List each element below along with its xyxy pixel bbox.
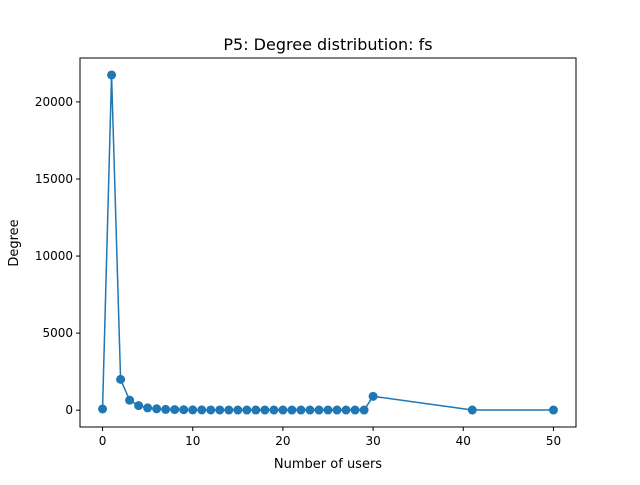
y-tick-label: 15000 — [35, 172, 73, 186]
data-point — [332, 405, 342, 415]
plot-area: 0 10 20 30 40 50 0 5000 10000 15000 20000 — [35, 70, 561, 448]
data-point — [296, 405, 306, 415]
data-point — [305, 405, 315, 415]
data-point — [260, 405, 270, 415]
x-tick-label: 10 — [185, 434, 200, 448]
y-axis-label: Degree — [7, 219, 22, 266]
data-point — [323, 405, 333, 415]
data-point — [206, 405, 216, 415]
y-tick-label: 0 — [65, 403, 73, 417]
data-point — [242, 405, 252, 415]
data-point — [170, 405, 180, 415]
data-point — [359, 405, 369, 415]
y-tick-label: 10000 — [35, 249, 73, 263]
axes-frame — [79, 57, 577, 428]
data-point — [134, 401, 144, 411]
x-tick-label: 30 — [365, 434, 380, 448]
data-point — [125, 395, 135, 405]
data-point — [179, 405, 189, 415]
data-point — [287, 405, 297, 415]
data-point — [224, 405, 234, 415]
data-point — [107, 70, 117, 80]
data-point — [215, 405, 225, 415]
x-tick-label: 40 — [456, 434, 471, 448]
data-point — [143, 403, 153, 413]
x-tick-label: 50 — [546, 434, 561, 448]
chart-title: P5: Degree distribution: fs — [223, 35, 432, 54]
data-point — [116, 374, 126, 384]
data-point — [548, 405, 558, 415]
data-point — [278, 405, 288, 415]
x-tick-label: 20 — [275, 434, 290, 448]
x-axis-label: Number of users — [274, 457, 382, 472]
data-point — [152, 404, 162, 414]
data-point — [188, 405, 198, 415]
data-point — [251, 405, 261, 415]
data-point — [161, 404, 171, 414]
data-point — [197, 405, 207, 415]
data-point — [341, 405, 351, 415]
data-point — [269, 405, 279, 415]
y-tick-label: 5000 — [42, 326, 73, 340]
x-tick-label: 0 — [99, 434, 107, 448]
data-point — [98, 404, 108, 414]
data-point — [233, 405, 243, 415]
data-point — [467, 405, 477, 415]
data-point — [314, 405, 324, 415]
y-tick-label: 20000 — [35, 95, 73, 109]
data-point — [350, 405, 360, 415]
data-point — [368, 391, 378, 401]
